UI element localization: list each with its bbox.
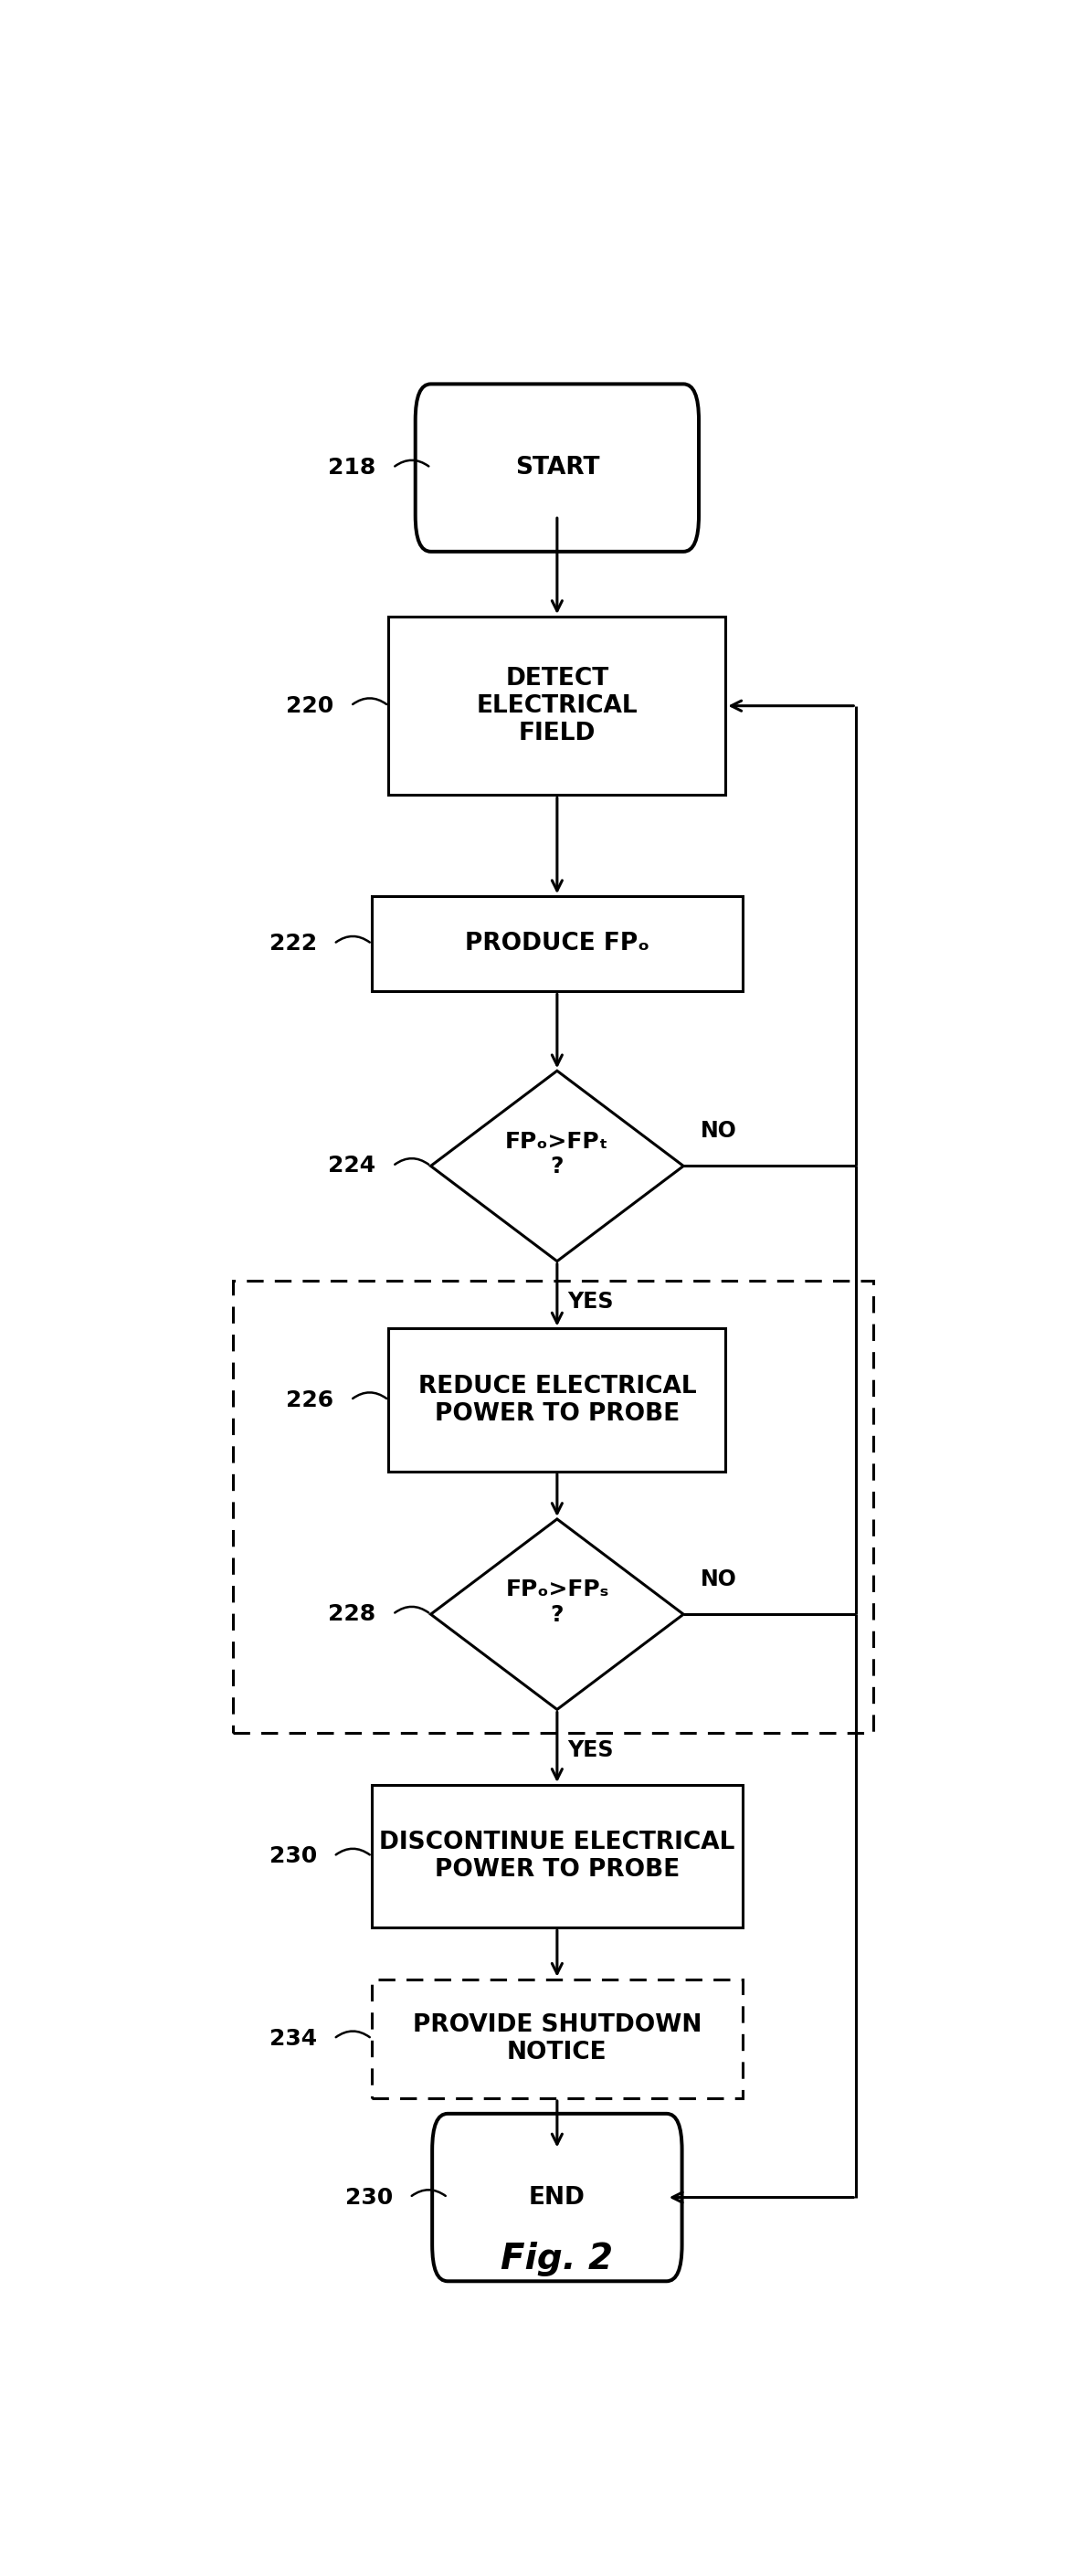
Bar xyxy=(389,616,726,796)
Text: 218: 218 xyxy=(328,456,376,479)
Bar xyxy=(372,1785,742,1927)
Text: END: END xyxy=(529,2184,585,2210)
Text: 230: 230 xyxy=(270,1844,317,1868)
Text: 234: 234 xyxy=(270,2027,317,2050)
Text: REDUCE ELECTRICAL
POWER TO PROBE: REDUCE ELECTRICAL POWER TO PROBE xyxy=(418,1376,696,1425)
FancyBboxPatch shape xyxy=(433,2115,682,2282)
Text: START: START xyxy=(515,456,599,479)
Text: DISCONTINUE ELECTRICAL
POWER TO PROBE: DISCONTINUE ELECTRICAL POWER TO PROBE xyxy=(379,1832,735,1883)
Polygon shape xyxy=(430,1072,684,1262)
Text: 226: 226 xyxy=(286,1388,334,1412)
Text: YES: YES xyxy=(567,1291,614,1314)
Text: Fig. 2: Fig. 2 xyxy=(501,2241,613,2277)
Text: FPₒ>FPₜ
?: FPₒ>FPₜ ? xyxy=(505,1131,609,1177)
Text: PRODUCE FPₒ: PRODUCE FPₒ xyxy=(465,933,649,956)
Text: YES: YES xyxy=(567,1739,614,1762)
Text: 222: 222 xyxy=(270,933,317,956)
Text: NO: NO xyxy=(700,1121,737,1141)
Bar xyxy=(233,1280,873,1734)
Text: PROVIDE SHUTDOWN
NOTICE: PROVIDE SHUTDOWN NOTICE xyxy=(413,2014,701,2063)
Text: 224: 224 xyxy=(328,1154,376,1177)
Text: 220: 220 xyxy=(286,696,334,716)
Text: FPₒ>FPₛ
?: FPₒ>FPₛ ? xyxy=(505,1579,609,1625)
Text: DETECT
ELECTRICAL
FIELD: DETECT ELECTRICAL FIELD xyxy=(476,667,638,744)
FancyBboxPatch shape xyxy=(415,384,699,551)
Polygon shape xyxy=(430,1520,684,1710)
Text: 228: 228 xyxy=(328,1602,376,1625)
Text: NO: NO xyxy=(700,1569,737,1589)
Text: 230: 230 xyxy=(345,2187,392,2208)
Bar xyxy=(389,1329,726,1471)
Bar xyxy=(372,896,742,992)
Bar xyxy=(372,1978,742,2099)
